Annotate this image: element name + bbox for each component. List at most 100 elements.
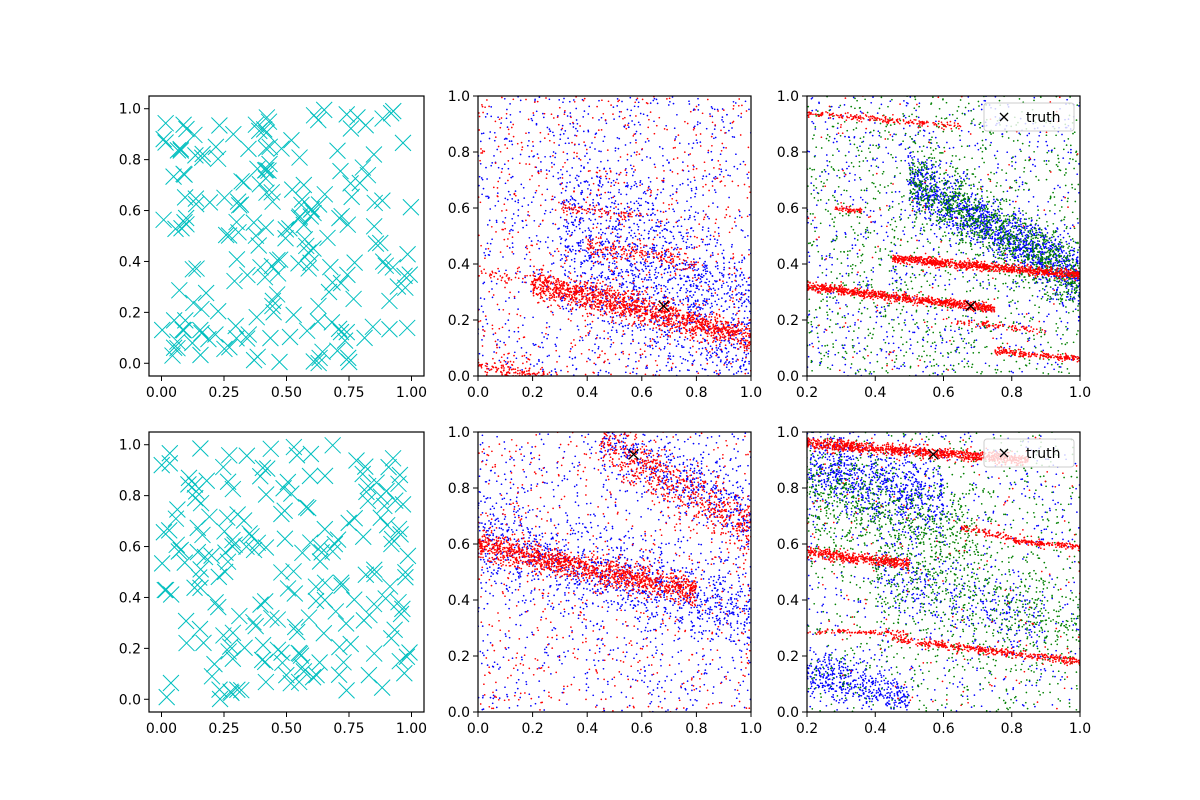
data-point [729,337,732,339]
data-point [575,216,578,219]
data-point [707,322,710,325]
data-point [694,211,697,214]
data-point [721,330,724,333]
data-point [704,281,706,284]
data-point [511,217,514,220]
data-point [672,297,675,299]
data-point [579,182,582,184]
data-point [736,322,739,325]
data-point [504,286,506,289]
data-point [566,293,569,296]
data-point [655,285,658,288]
data-point [636,305,639,308]
data-point [626,206,629,208]
data-point [623,218,626,221]
data-point [713,167,715,169]
data-point [558,294,561,297]
x-tick-label: 0.00 [146,385,177,401]
data-point [649,180,652,183]
data-point [531,175,533,177]
data-point [230,223,247,241]
data-point [587,129,590,132]
data-point [608,265,610,267]
data-point [704,268,707,271]
data-point [560,285,562,287]
data-point [693,127,696,130]
data-point [536,153,539,155]
data-point [725,147,727,149]
data-point [611,310,613,312]
data-point [614,181,617,184]
data-point [608,362,611,365]
data-point [629,281,631,284]
data-point [708,329,711,331]
data-point [501,167,504,170]
data-point [711,310,713,313]
data-point [687,275,689,278]
data-point [748,327,751,330]
data-point [686,256,689,259]
data-point [633,309,635,311]
data-point [659,336,662,339]
data-point [714,175,717,178]
data-point [481,272,483,274]
data-point [550,304,552,307]
data-point [562,282,565,284]
data-point [652,238,655,241]
data-point [654,312,656,315]
data-point [594,253,597,255]
data-point [723,337,725,339]
data-point [741,278,744,281]
data-point [624,371,627,374]
data-point [553,385,555,387]
data-point [548,377,550,379]
data-point [708,288,710,291]
data-point [596,276,598,279]
data-point [560,182,563,185]
data-point [553,277,556,280]
data-point [659,225,662,227]
data-point [550,294,553,296]
data-point [639,123,641,126]
data-point [736,269,739,272]
data-point [697,277,700,279]
data-point [621,300,624,303]
data-point [494,136,497,138]
data-point [676,315,679,318]
data-point [651,246,654,249]
data-point [558,293,561,295]
data-point [709,234,712,237]
data-point [590,303,593,306]
data-point [507,361,509,363]
data-point [655,267,658,269]
data-point [584,285,586,288]
data-point [606,295,608,298]
data-point [569,265,571,268]
data-point [664,285,667,288]
data-point [656,193,659,196]
data-point [571,208,574,211]
data-point [598,306,600,308]
data-point [481,152,484,154]
data-point [745,356,747,359]
data-point [635,310,638,313]
data-point [598,150,600,152]
data-point [530,150,533,152]
data-point [702,323,705,326]
data-point [718,271,721,274]
data-point [709,113,711,115]
data-point [703,161,706,164]
data-point [621,218,624,221]
data-point [496,187,499,189]
data-point [609,206,612,208]
data-point [495,352,498,354]
data-point [610,289,613,292]
data-point [491,324,494,327]
data-point [644,250,646,253]
data-point [731,323,733,326]
data-point [705,249,708,252]
data-point [571,204,574,206]
data-point [666,98,668,100]
data-point [689,227,692,230]
data-point [682,298,685,301]
